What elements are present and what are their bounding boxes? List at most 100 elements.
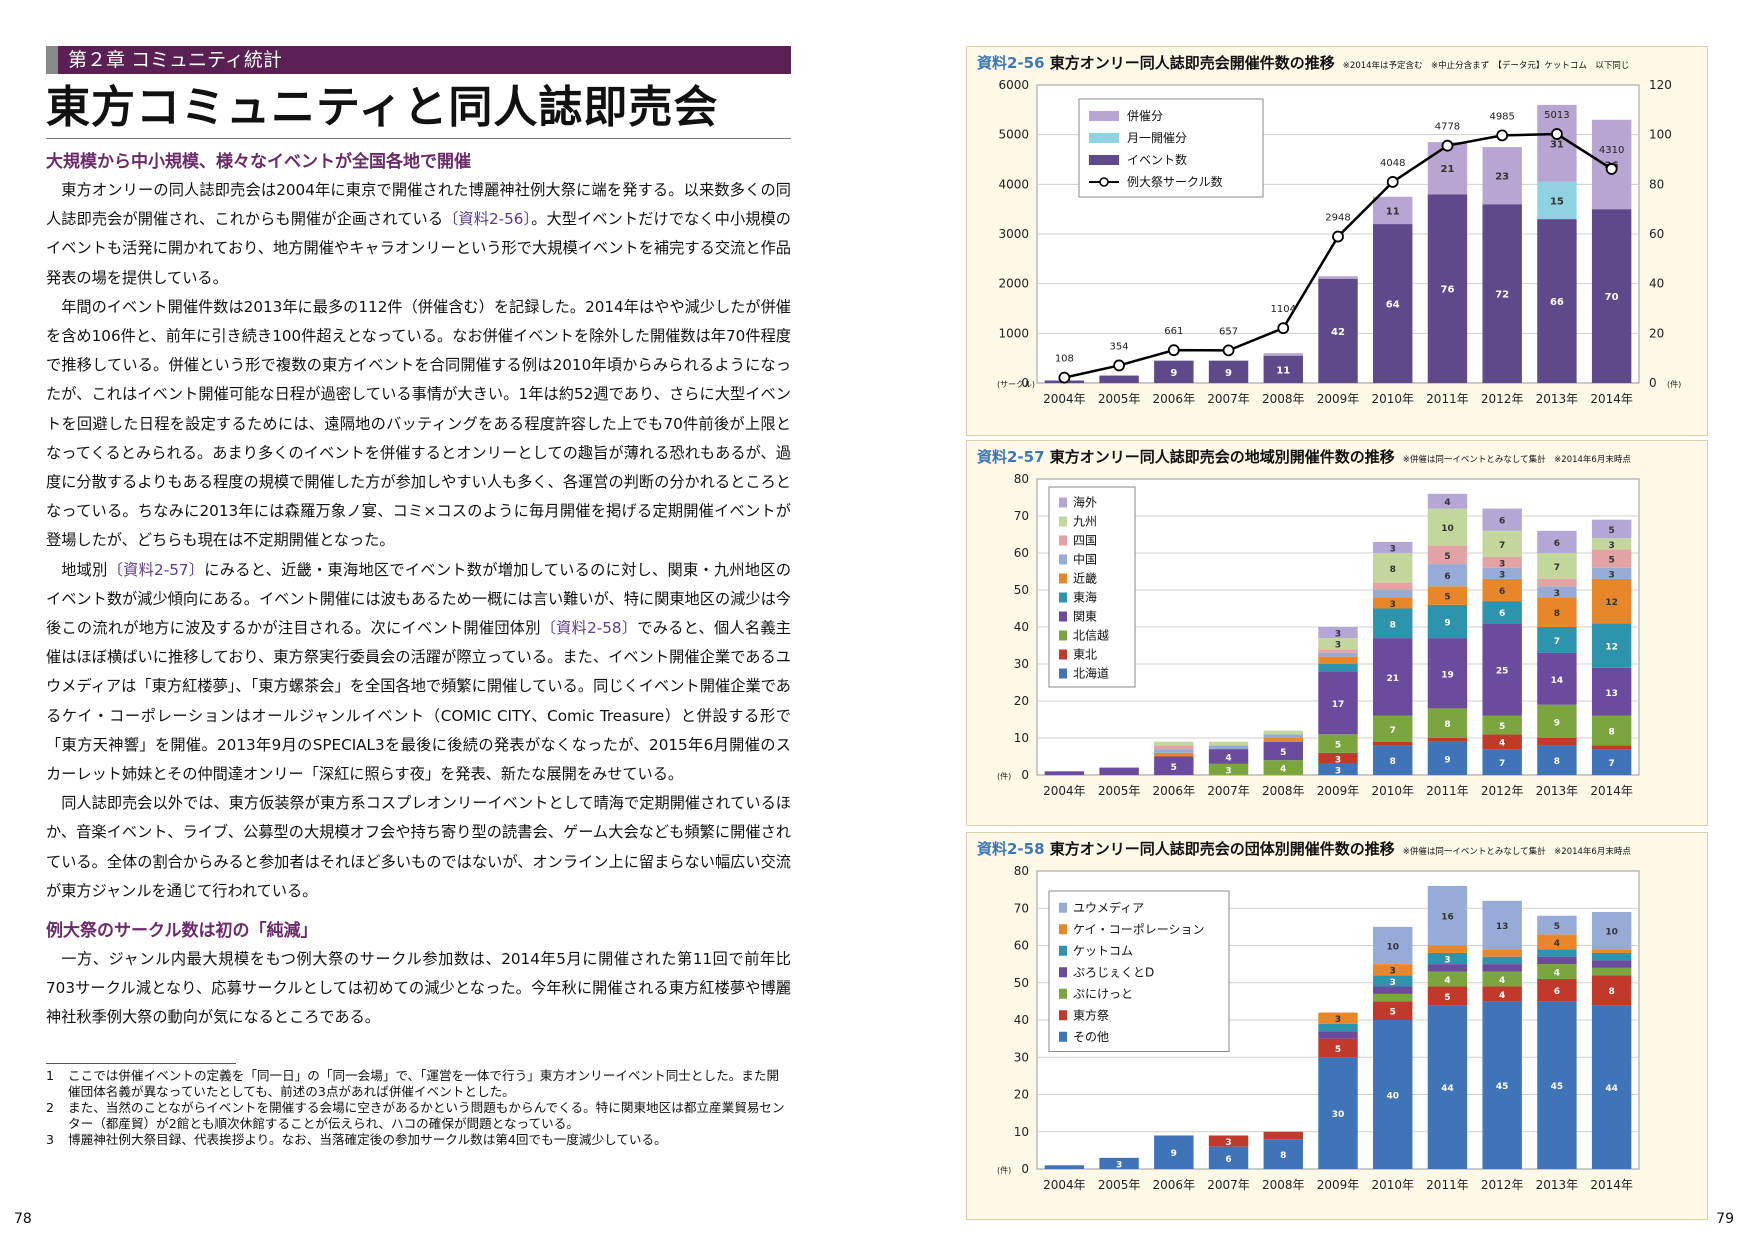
data-label: 4 [1554,939,1560,949]
y-tick-label: 40 [1014,1013,1029,1027]
data-label: 64 [1386,300,1400,311]
legend-swatch [1089,155,1119,165]
legend-swatch [1059,945,1067,956]
bar-segment [1591,949,1632,953]
bar-segment [1318,627,1358,639]
bar-segment [1318,1038,1358,1058]
y-tick-label: 0 [1021,376,1029,390]
x-tick-label: 2008年 [1262,1178,1305,1192]
paragraph-3: 地域別〔資料2-57〕にみると、近畿・東海地区でイベント数が増加しているのに対し… [46,560,792,784]
bar-segment [1373,964,1413,976]
line-point [1332,230,1344,243]
data-label: 3 [1335,766,1341,776]
bar-segment [1537,586,1577,598]
y-tick-label: 80 [1014,864,1029,878]
bar-segment [1482,508,1522,531]
bar-segment [1263,738,1303,742]
bar-segment [1318,1023,1358,1032]
bar-segment [1318,1057,1358,1169]
legend-swatch [1059,516,1067,527]
data-label: 17 [1332,700,1345,710]
bar-segment [1482,1001,1522,1169]
line-data-label: 4985 [1489,111,1514,122]
legend-swatch [1059,668,1067,679]
data-label: 19 [1441,670,1454,680]
data-label: 9 [1171,1149,1177,1159]
legend-label: その他 [1073,1030,1109,1044]
x-tick-label: 2009年 [1317,1178,1360,1192]
data-label: 10 [1605,928,1618,938]
bar-segment [1427,493,1468,509]
line-data-label: 5013 [1544,110,1569,121]
x-tick-label: 2005年 [1098,392,1141,406]
bar-segment [1591,967,1632,976]
y-tick-label: 4000 [998,177,1029,191]
x-tick-label: 2010年 [1371,784,1414,798]
y-axis-unit: (サークル) [997,380,1035,389]
x-tick-label: 2011年 [1426,784,1469,798]
x-tick-label: 2004年 [1043,784,1086,798]
data-label: 5 [1609,526,1615,536]
y-tick-label: 80 [1014,472,1029,486]
data-label: 6 [1444,572,1450,582]
bar-segment [1537,530,1577,553]
data-label: 21 [1386,674,1399,684]
legend-label: 北海道 [1073,666,1109,681]
bar-segment [1373,741,1413,746]
y-tick-label: 50 [1014,583,1029,597]
data-label: 4 [1499,739,1505,749]
bar-segment [1154,749,1194,753]
y-tick-label: 1000 [998,326,1029,340]
bar-segment [1482,147,1522,205]
section-heading-2: 例大祭のサークル数は初の「純減」 [46,921,318,942]
bar-segment [1373,608,1413,639]
x-tick-label: 2004年 [1043,1178,1086,1192]
bar-segment [1482,715,1522,735]
legend-label: ぷろじぇくとD [1073,965,1154,979]
bar-segment [1318,649,1358,653]
y-tick-label: 60 [1014,939,1029,953]
bar-segment [1373,926,1413,965]
bar-segment [1427,638,1468,709]
x-tick-label: 2006年 [1153,392,1196,406]
legend-swatch [1059,592,1067,603]
bar-segment [1591,911,1632,950]
bar-segment [1099,767,1139,775]
legend-swatch [1059,630,1067,641]
x-tick-label: 2013年 [1536,1178,1579,1192]
bar-segment [1373,541,1413,553]
legend-marker [1099,177,1109,187]
legend-label: ぷにけっと [1073,987,1133,1001]
x-tick-label: 2011年 [1426,1178,1469,1192]
y2-tick-label: 60 [1649,227,1664,241]
y-tick-label: 5000 [998,128,1029,142]
data-label: 5 [1609,556,1615,566]
data-label: 14 [1551,676,1564,686]
bar-segment [1318,664,1358,672]
data-label: 45 [1551,1082,1564,1092]
legend-box [1048,890,1230,1052]
legend-swatch [1059,1031,1067,1042]
legend-label: 併催分 [1127,109,1163,123]
x-tick-label: 2008年 [1262,392,1305,406]
data-label: 5 [1171,763,1177,773]
legend-label: ケイ・コーポレーション [1073,922,1205,936]
bar-segment [1208,741,1249,746]
x-tick-label: 2007年 [1207,1178,1250,1192]
bar-segment [1373,582,1413,590]
footnote: 2 また、当然のことながらイベントを開催する会場に空きがあるかという問題もからんで… [46,1099,785,1131]
legend-swatch [1059,573,1067,584]
bar-segment [1427,964,1468,972]
bar-segment [1482,986,1522,1002]
legend-label: 近畿 [1073,572,1097,586]
line-data-label: 4310 [1599,145,1624,156]
bar-segment [1154,752,1194,757]
chart-title: 資料2-56 東方オンリー同人誌即売会開催件数の推移 ※2014年は予定含む ※中… [977,54,1630,72]
data-label: 8 [1609,987,1615,997]
bar-segment [1099,375,1139,383]
data-label: 4 [1280,765,1286,775]
bar-segment [1482,567,1522,579]
legend-swatch [1059,924,1067,935]
chart-panel-2-57: 資料2-57 東方オンリー同人誌即売会の地域別開催件数の推移 ※併催は同一イベント… [966,440,1708,826]
bar-segment [1318,276,1358,279]
